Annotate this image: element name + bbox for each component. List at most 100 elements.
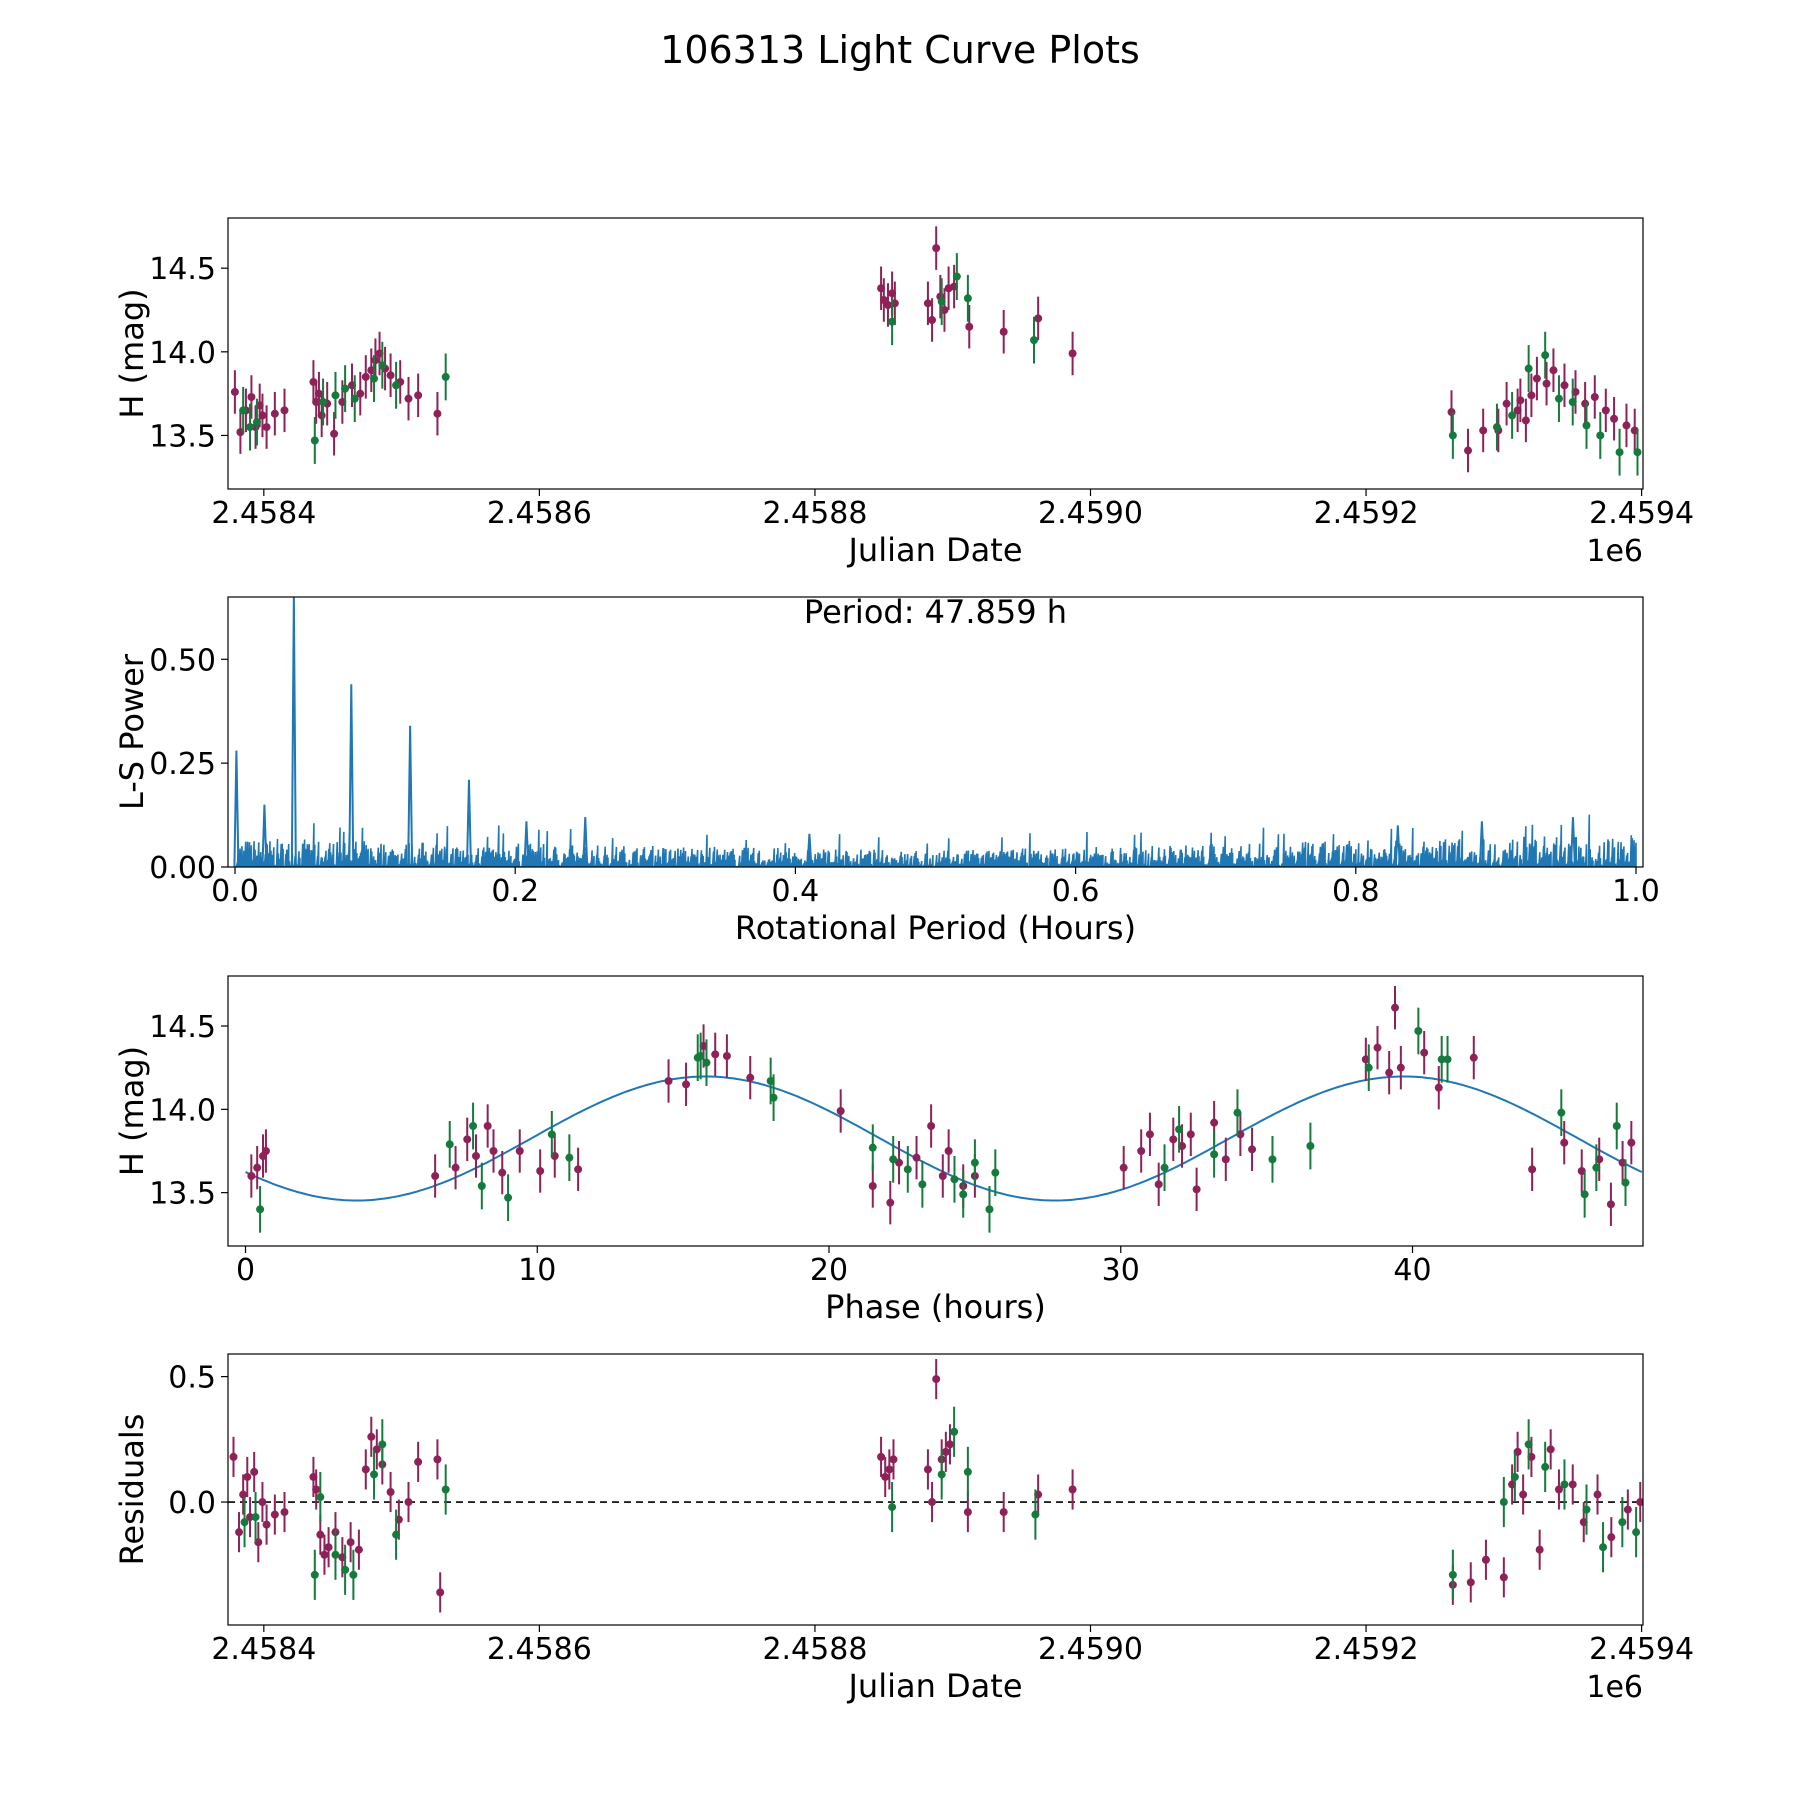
- spectrum-peak: [582, 817, 589, 867]
- data-point: [1596, 431, 1605, 440]
- data-point: [310, 436, 319, 445]
- data-point: [895, 1158, 904, 1167]
- data-point: [349, 1570, 358, 1579]
- data-point: [886, 1198, 895, 1207]
- data-point: [471, 1152, 480, 1160]
- data-point: [1385, 1068, 1394, 1077]
- data-point: [1516, 396, 1525, 405]
- x-axis-label: Julian Date: [846, 1667, 1022, 1705]
- data-point: [923, 1465, 932, 1474]
- data-point: [883, 300, 892, 309]
- data-point: [341, 384, 350, 393]
- data-point: [341, 1565, 350, 1574]
- data-point: [1034, 314, 1043, 323]
- y-axis-label: Residuals: [113, 1414, 151, 1566]
- data-point: [1031, 1510, 1040, 1519]
- data-point: [746, 1073, 755, 1082]
- data-point: [664, 1077, 673, 1085]
- data-point: [1119, 1163, 1128, 1172]
- spectrum-peak: [1478, 821, 1485, 867]
- data-point: [722, 1052, 731, 1060]
- data-point: [239, 1490, 248, 1499]
- data-point: [1137, 1147, 1146, 1155]
- data-point: [1599, 1543, 1608, 1552]
- x-tick-label: 2.4592: [1314, 496, 1419, 531]
- data-point: [1527, 391, 1536, 400]
- data-point: [262, 423, 271, 432]
- data-point: [247, 1172, 256, 1180]
- data-point: [240, 1518, 249, 1527]
- data-point: [547, 1130, 556, 1139]
- y-tick-label: 0.0: [168, 1486, 216, 1521]
- power-spectrum: [235, 814, 1637, 867]
- x-tick-label: 0.6: [1052, 874, 1100, 909]
- data-point: [392, 381, 401, 390]
- y-tick-label: 0.25: [149, 747, 216, 782]
- y-tick-label: 14.5: [149, 1010, 216, 1045]
- data-point: [1306, 1142, 1315, 1150]
- data-point: [1615, 448, 1624, 457]
- x-tick-label: 2.4586: [487, 1632, 592, 1667]
- x-axis-label: Rotational Period (Hours): [735, 909, 1136, 947]
- data-point: [331, 391, 340, 400]
- data-point: [354, 1545, 363, 1554]
- data-point: [1510, 1472, 1519, 1481]
- data-point: [923, 299, 932, 308]
- spectrum-peak: [290, 597, 297, 867]
- plot-frame: [227, 596, 1644, 868]
- residuals-panel: 2.4584 2.4586 2.4588 2.4590 2.4592 2.4594 0.0 0…: [113, 1353, 1694, 1705]
- data-point: [246, 423, 255, 432]
- data-point: [938, 1172, 947, 1180]
- spectrum-peak: [407, 725, 414, 867]
- data-point: [1568, 398, 1577, 407]
- y-axis-label: L-S Power: [113, 653, 151, 810]
- data-point: [1627, 1138, 1636, 1147]
- x-tick-label: 2.4588: [762, 1632, 867, 1667]
- data-point: [261, 1147, 270, 1155]
- x-tick-label: 0.2: [491, 874, 539, 909]
- data-point: [1030, 336, 1039, 345]
- data-point: [836, 1107, 845, 1115]
- period-annotation: Period: 47.859 h: [804, 593, 1067, 631]
- data-point: [769, 1093, 778, 1102]
- data-point: [574, 1165, 583, 1174]
- data-point: [330, 429, 339, 438]
- data-point: [1186, 1130, 1195, 1139]
- data-point: [371, 356, 380, 365]
- x-tick-label: 0: [236, 1253, 255, 1288]
- y-tick-label: 0.5: [168, 1361, 216, 1396]
- series-g-filter: [239, 253, 1642, 476]
- data-point: [927, 1122, 936, 1130]
- data-point: [317, 411, 326, 420]
- y-tick-label: 14.0: [149, 336, 216, 371]
- data-point: [258, 1498, 267, 1507]
- data-point: [1068, 349, 1077, 358]
- data-point: [463, 1135, 472, 1144]
- data-point: [1557, 1108, 1566, 1117]
- data-point: [868, 1182, 877, 1190]
- data-point: [963, 294, 972, 303]
- data-point: [1145, 1130, 1154, 1139]
- data-point: [280, 406, 289, 415]
- x-tick-label: 1.0: [1612, 874, 1660, 909]
- data-point: [1519, 1490, 1528, 1499]
- data-point: [1622, 421, 1631, 430]
- data-point: [433, 409, 442, 418]
- data-point: [404, 1498, 413, 1507]
- data-point: [367, 1432, 376, 1441]
- data-point: [985, 1205, 994, 1214]
- data-point: [1447, 408, 1456, 417]
- data-point: [1373, 1043, 1382, 1052]
- data-point: [1636, 1498, 1643, 1507]
- data-point: [1434, 1083, 1443, 1092]
- data-point: [414, 1457, 423, 1466]
- data-point: [1528, 1165, 1537, 1174]
- data-point: [950, 1427, 959, 1436]
- data-point: [888, 1503, 897, 1512]
- x-tick-label: 2.4590: [1038, 1632, 1143, 1667]
- x-tick-label: 0.0: [211, 874, 259, 909]
- y-tick-label: 0.00: [149, 851, 216, 886]
- data-point: [445, 1140, 454, 1149]
- data-point: [1554, 394, 1563, 403]
- spectrum-peak: [1569, 817, 1576, 867]
